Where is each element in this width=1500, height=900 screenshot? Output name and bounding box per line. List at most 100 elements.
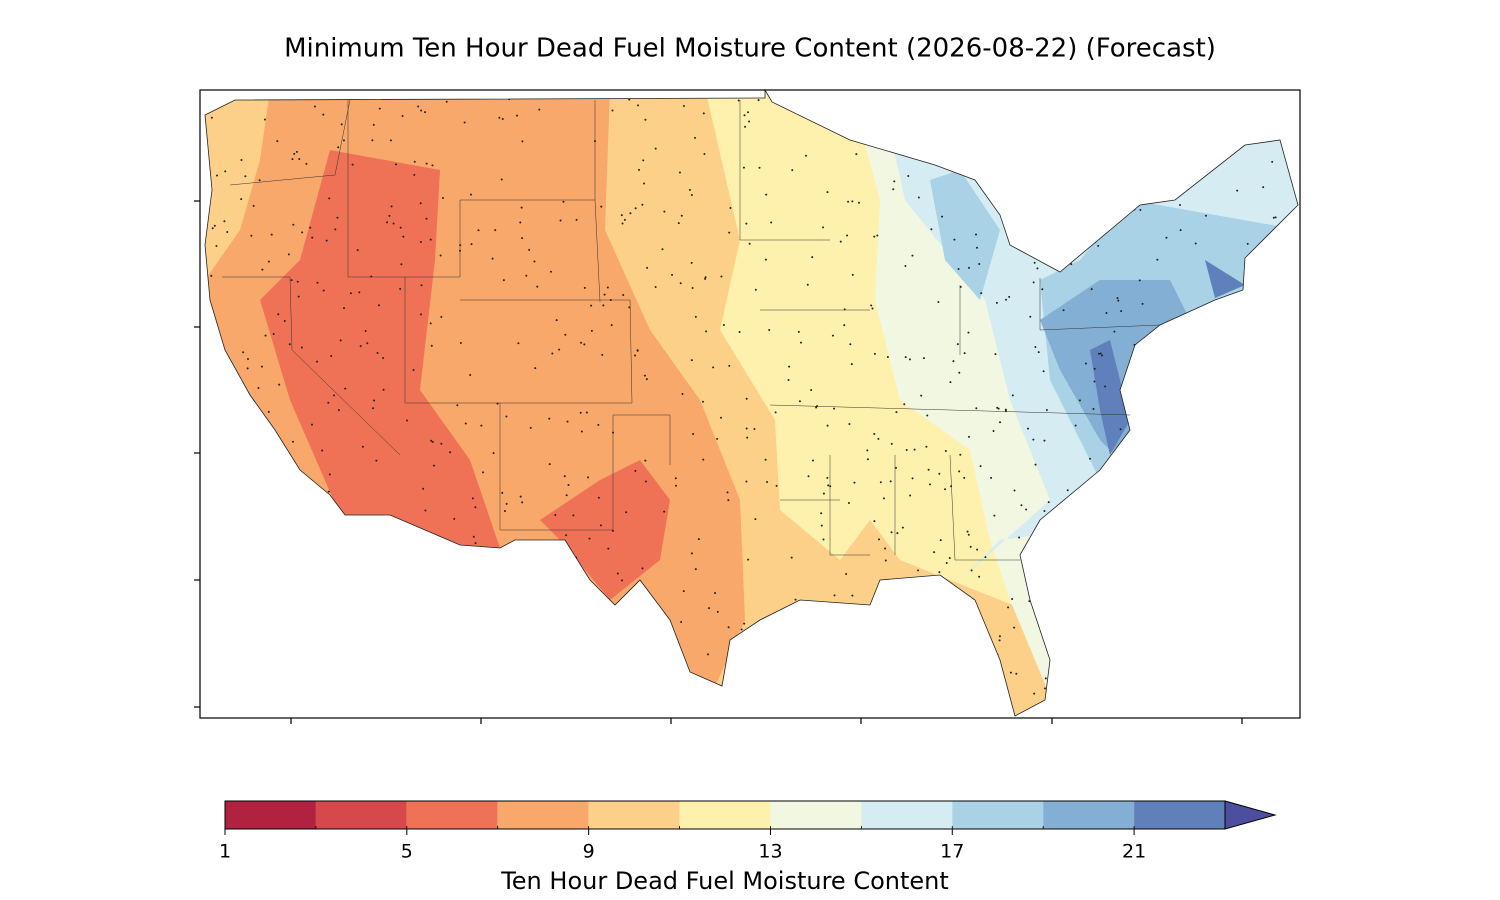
station-dot [1120,504,1123,507]
station-dot [371,139,374,142]
station-dot [474,506,477,509]
station-dot [1043,509,1046,512]
station-dot [966,530,969,533]
station-dot [288,343,291,346]
station-dot [455,609,458,612]
station-dot [1087,206,1090,209]
station-dot [295,150,298,153]
station-dot [643,374,646,377]
station-dot [1165,236,1168,239]
station-dot [1245,430,1248,433]
station-dot [1022,170,1025,173]
station-dot [690,261,693,264]
station-dot [643,182,646,185]
station-dot [1245,578,1248,581]
station-dot [905,449,908,452]
station-dot [889,480,892,483]
station-dot [1136,99,1139,102]
station-dot [413,173,416,176]
station-dot [1002,175,1005,178]
station-dot [378,642,381,645]
station-dot [309,674,312,677]
station-dot [691,286,694,289]
station-dot [984,556,987,559]
station-dot [1177,113,1180,116]
station-dot [947,119,950,122]
station-dot [469,193,472,196]
station-dot [638,168,641,171]
station-dot [1234,615,1237,618]
station-dot [276,140,279,143]
station-dot [770,221,773,224]
station-dot [637,685,640,688]
station-dot [287,96,290,99]
station-dot [292,613,295,616]
station-dot [434,684,437,687]
station-dot [904,671,907,674]
station-dot [1229,630,1232,633]
station-dot [1044,677,1047,680]
station-dot [549,270,552,273]
station-dot [402,235,405,238]
station-dot [1175,643,1178,646]
station-dot [788,365,791,368]
station-dot [224,170,227,173]
station-dot [827,484,830,487]
station-dot [1231,316,1234,319]
station-dot [316,360,319,363]
station-dot [430,439,433,442]
station-dot [967,533,970,536]
station-dot [425,539,428,542]
station-dot [296,96,299,99]
station-dot [554,514,557,517]
station-dot [1100,658,1103,661]
station-dot [263,118,266,121]
station-dot [779,666,782,669]
station-dot [1209,591,1212,594]
station-dot [1281,617,1284,620]
station-dot [1122,474,1125,477]
station-dot [1186,685,1189,688]
station-dot [893,180,896,183]
station-dot [1153,525,1156,528]
station-dot [305,162,308,165]
station-dot [816,405,819,408]
station-dot [226,649,229,652]
station-dot [1045,409,1048,412]
station-dot [909,494,912,497]
station-dot [334,543,337,546]
station-dot [464,422,467,425]
station-dot [896,101,899,104]
station-dot [472,535,475,538]
station-dot [702,112,705,115]
station-dot [359,345,362,348]
station-dot [993,91,996,94]
station-dot [1168,653,1171,656]
station-dot [1246,262,1249,265]
station-dot [1055,612,1058,615]
station-dot [1071,582,1074,585]
station-dot [523,541,526,544]
station-dot [206,410,209,413]
coastline [204,88,1299,717]
colorbar-bin [679,801,771,829]
station-dot [297,295,300,298]
station-dot [1032,281,1035,284]
station-dot [278,612,281,615]
station-dot [316,281,319,284]
station-dot [290,279,293,282]
station-dot [1287,353,1290,356]
station-dot [440,315,443,318]
station-dot [419,313,422,316]
station-dot [283,320,286,323]
station-dot [975,407,978,410]
station-dot [401,115,404,118]
station-dot [280,523,283,526]
station-dot [994,353,997,356]
station-dot [349,292,352,295]
map-frame [199,89,1301,719]
station-dot [938,472,941,475]
station-dot [1293,707,1296,710]
station-dot [337,146,340,149]
station-dot [692,432,695,435]
